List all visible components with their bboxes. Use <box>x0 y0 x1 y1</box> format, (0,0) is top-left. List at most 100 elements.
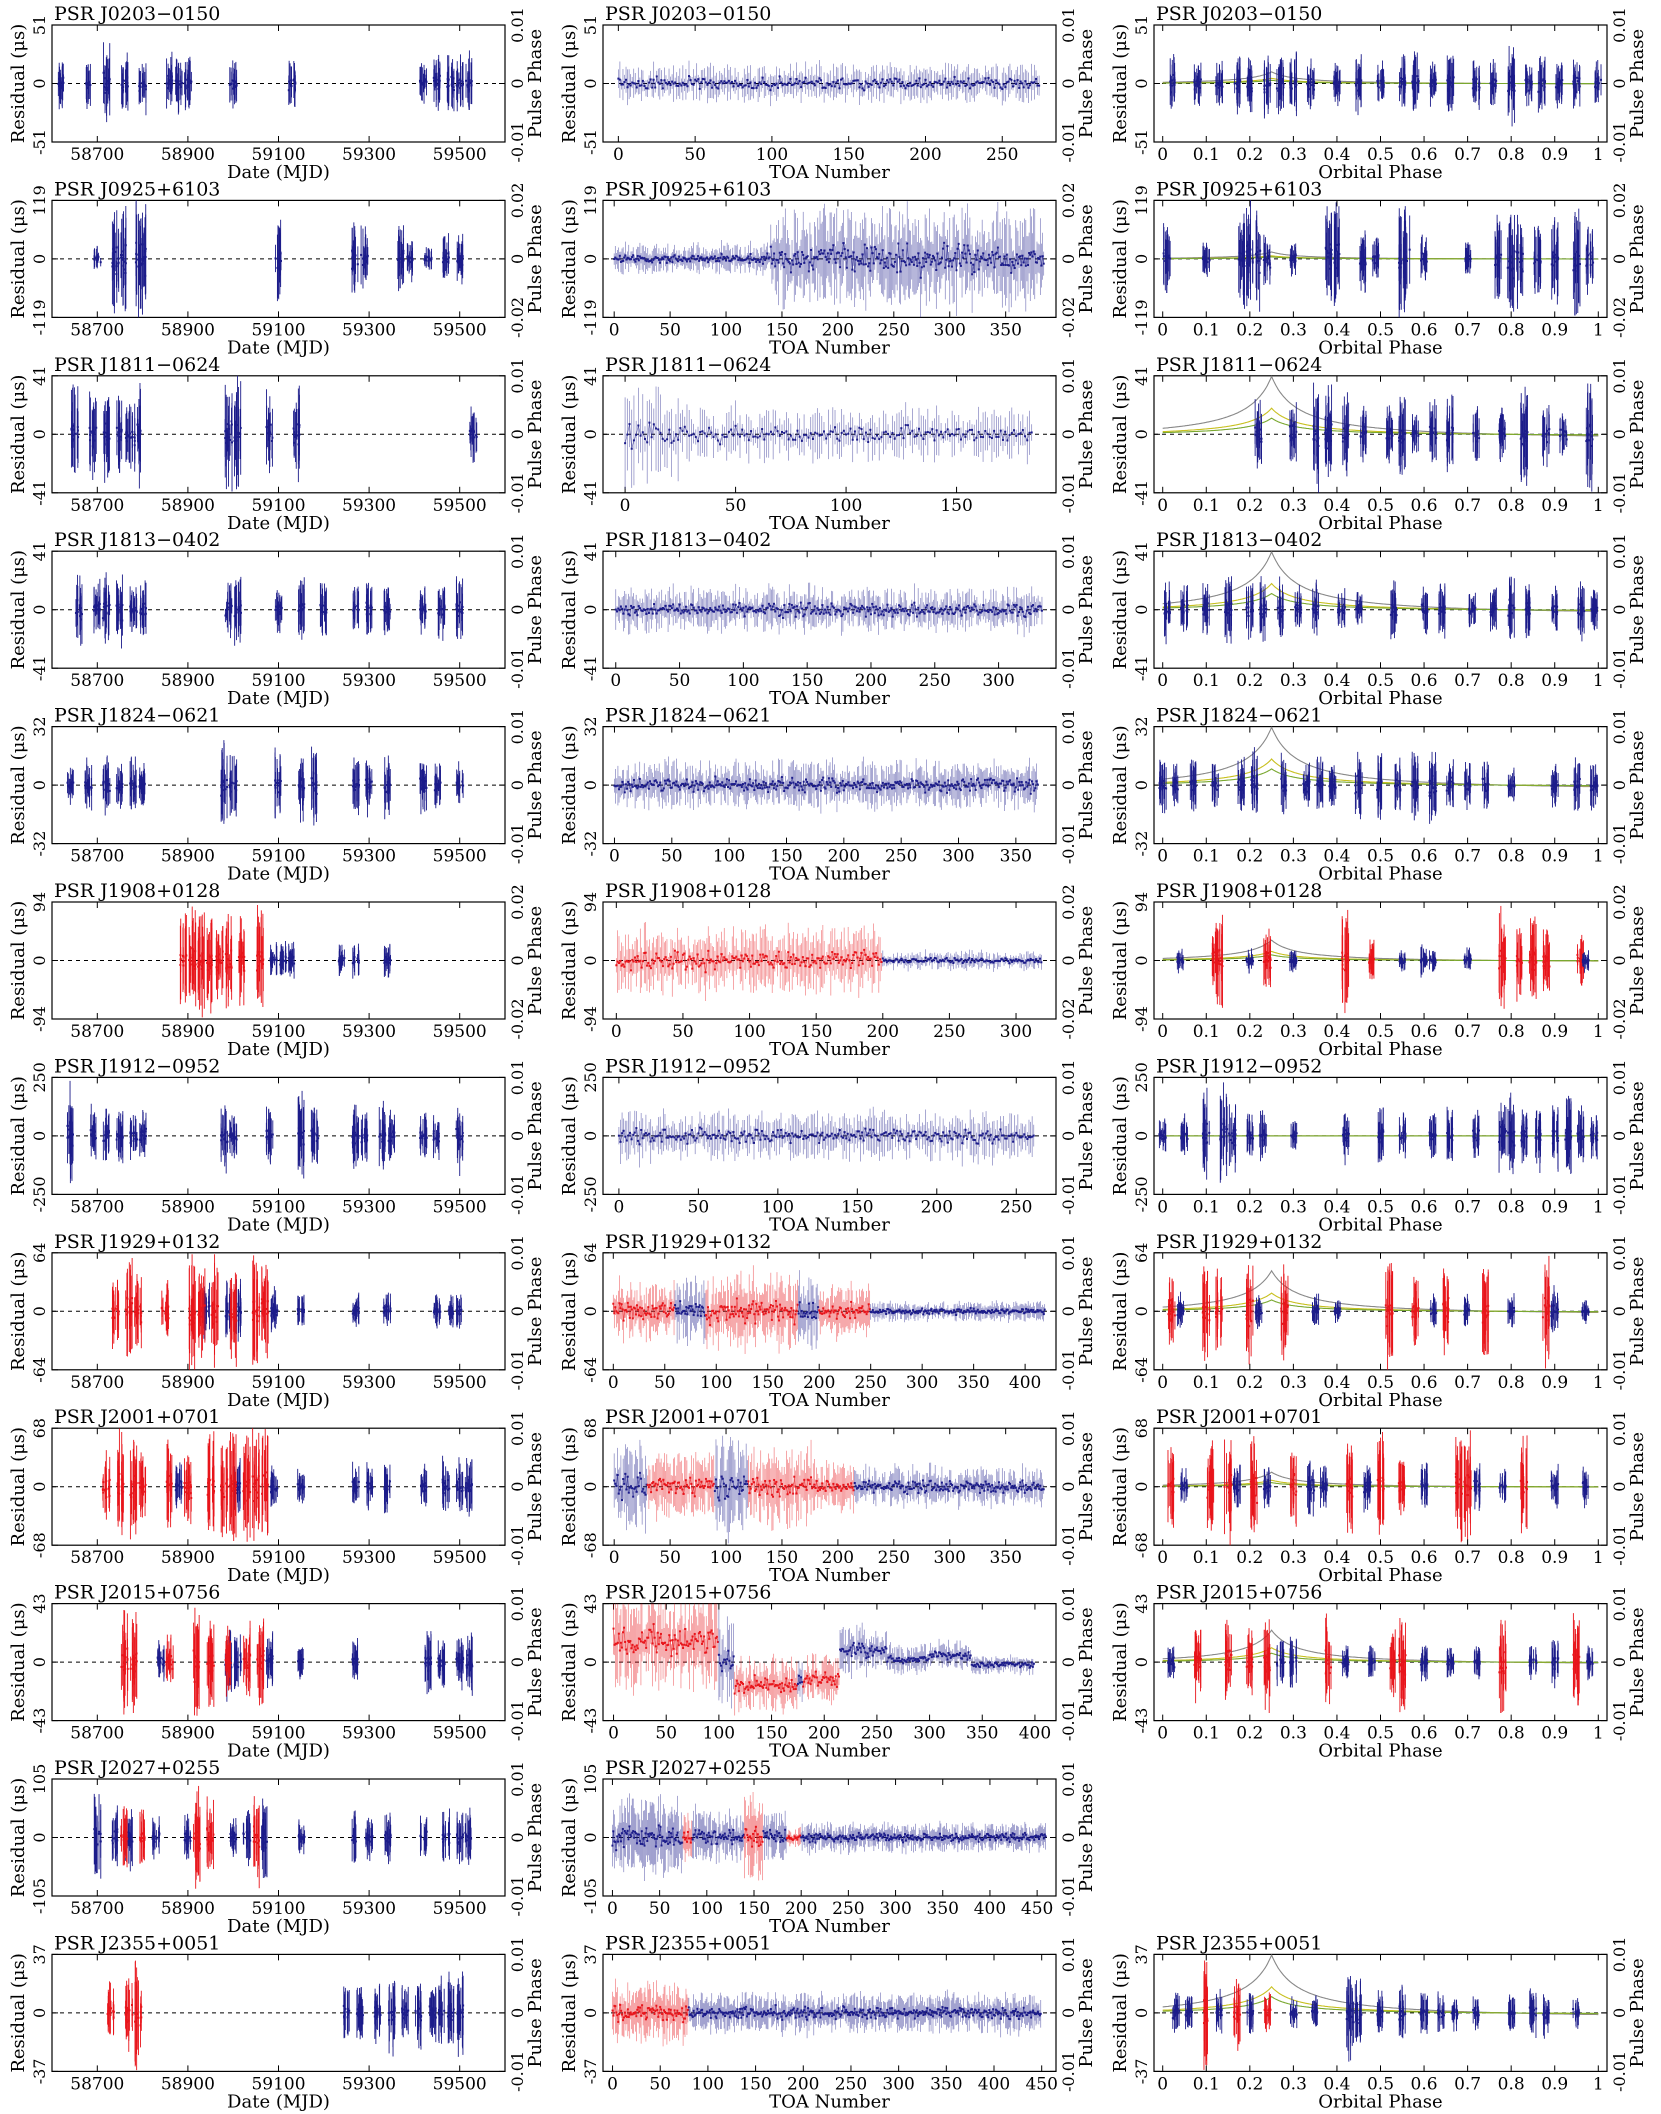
residual-point <box>1511 89 1514 92</box>
residual-point <box>1497 253 1500 256</box>
residual-point <box>1167 256 1170 259</box>
residual-point <box>1333 82 1336 85</box>
residual-point <box>1521 252 1524 255</box>
panel-2-1: PSR J1811−0624 -41 0 41 -0.01 0 0.01 Residual (… <box>559 354 1097 534</box>
residual-point <box>126 85 129 88</box>
residual-point <box>1417 80 1420 83</box>
toa-trace <box>925 79 928 87</box>
toa-trace <box>901 250 904 262</box>
residual-point <box>139 85 142 88</box>
toa-trace <box>1017 256 1020 264</box>
x-tick-label: 0.3 <box>1280 320 1307 340</box>
residual-point <box>117 434 120 437</box>
residual-point <box>292 427 295 430</box>
residual-point <box>1247 263 1250 266</box>
residual-point <box>1493 84 1496 87</box>
residual-point <box>1491 86 1494 89</box>
toa-trace <box>770 246 773 264</box>
residual-point <box>138 445 141 448</box>
residual-point <box>1169 84 1172 87</box>
residual-point <box>459 262 462 265</box>
toa-trace <box>977 250 980 270</box>
toa-trace <box>952 76 955 84</box>
residual-point <box>1290 86 1293 89</box>
y-axis-label: Residual (μs) <box>1110 24 1131 144</box>
residual-point <box>269 432 272 435</box>
x-axis-label: Orbital Phase <box>1318 337 1442 358</box>
residual-point <box>1451 84 1454 87</box>
toa-trace <box>1016 254 1019 264</box>
toa-trace <box>783 254 786 268</box>
residual-point <box>442 255 445 258</box>
residual-point <box>188 79 191 82</box>
toa-trace <box>799 80 802 88</box>
residual-point <box>1279 78 1282 81</box>
residual-point <box>169 79 172 82</box>
toa-trace <box>847 250 850 258</box>
residual-point <box>1574 257 1577 260</box>
toa-trace <box>899 257 901 272</box>
residual-point <box>456 254 459 257</box>
toa-point <box>793 254 796 257</box>
residual-point <box>1199 78 1202 81</box>
panel-title: PSR J1811−0624 <box>54 354 220 376</box>
x-tick-label: 58700 <box>70 145 124 165</box>
residual-point <box>1538 260 1541 263</box>
residual-point <box>1519 257 1522 260</box>
y2-tick-label: 0.02 <box>508 183 527 219</box>
residual-point <box>1510 81 1513 84</box>
toa-trace <box>697 79 701 89</box>
toa-trace <box>786 431 789 440</box>
toa-trace <box>774 259 777 267</box>
residual-point <box>1516 269 1519 272</box>
residual-point <box>271 436 274 439</box>
residual-point <box>1555 249 1558 252</box>
residual-point <box>1543 81 1546 84</box>
residual-point <box>356 263 359 266</box>
residual-point <box>85 82 88 85</box>
residual-point <box>1586 248 1589 251</box>
residual-point <box>190 80 193 83</box>
residual-point <box>91 435 94 438</box>
residual-point <box>1364 263 1367 266</box>
toa-trace <box>908 258 910 265</box>
toa-trace <box>920 267 923 278</box>
residual-point <box>1360 263 1363 266</box>
panel-1-0: PSR J0925+6103 -119 0 119 -0.02 0 0.02 Residual… <box>8 178 546 358</box>
residual-point <box>141 258 144 261</box>
y-tick-label: 0 <box>30 78 49 88</box>
residual-point <box>1170 91 1173 94</box>
y-tick-label: 0 <box>581 429 600 439</box>
residual-point <box>1239 80 1242 83</box>
residual-point <box>179 86 182 89</box>
residual-point <box>1265 84 1268 87</box>
residual-point <box>475 435 478 438</box>
residual-point <box>1554 260 1557 263</box>
residual-point <box>1512 277 1515 280</box>
toa-point <box>1023 257 1026 260</box>
residual-point <box>1451 78 1454 81</box>
residual-point <box>118 438 121 441</box>
panel-0-0: PSR J0203−0150 -51 0 51 -0.01 0 0.01 Residual (… <box>8 3 546 183</box>
residual-point <box>99 261 102 264</box>
toa-trace <box>808 262 811 272</box>
residual-point <box>1219 82 1222 85</box>
toa-trace <box>990 251 993 263</box>
residual-point <box>1513 250 1516 253</box>
residual-point <box>1404 83 1407 86</box>
residual-point <box>1525 78 1528 81</box>
residual-point <box>1576 270 1579 273</box>
residual-point <box>1364 260 1367 263</box>
residual-point <box>1208 259 1211 262</box>
residual-point <box>1246 267 1249 270</box>
residual-point <box>186 85 189 88</box>
y2-tick-label: -0.01 <box>1059 472 1078 513</box>
residual-point <box>351 256 354 259</box>
toa-trace <box>715 434 719 441</box>
toa-trace <box>719 434 723 445</box>
toa-trace <box>917 253 919 266</box>
residual-point <box>87 85 90 88</box>
toa-point <box>688 434 691 437</box>
residual-point <box>228 436 231 439</box>
